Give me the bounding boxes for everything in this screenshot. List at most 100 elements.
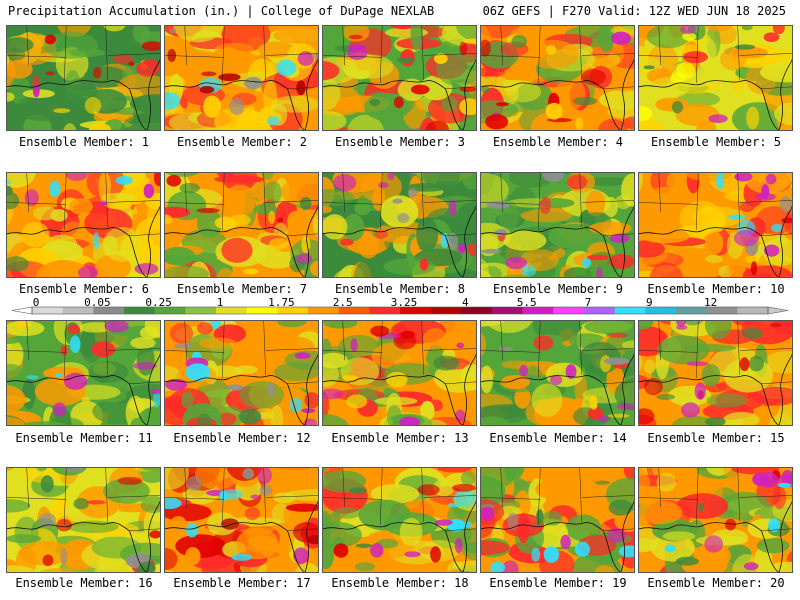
precip-map: [165, 26, 318, 130]
precip-map: [165, 173, 318, 277]
precip-core-blob: [643, 65, 655, 70]
state-borders: [639, 173, 792, 237]
ensemble-map-panel: [638, 25, 793, 131]
precip-core-blob: [259, 484, 273, 497]
coastline: [481, 59, 634, 130]
state-borders: [165, 26, 318, 90]
precip-core-blob: [165, 214, 173, 225]
precip-core-blob: [531, 547, 541, 562]
precip-field-blob: [165, 265, 210, 277]
ensemble-member-label: Ensemble Member: 3: [334, 135, 466, 149]
precip-field-blob: [720, 47, 747, 71]
colorbar-segment: [369, 307, 401, 314]
precip-field-blob: [234, 365, 258, 375]
precip-core-blob: [440, 232, 450, 249]
precip-map: [323, 173, 476, 277]
precip-field-blob: [675, 103, 720, 127]
precip-field-blob: [260, 173, 275, 180]
precip-core-blob: [594, 480, 611, 485]
colorbar-segment: [62, 307, 94, 314]
precip-field-blob: [287, 210, 305, 232]
ensemble-member-label: Ensemble Member: 10: [647, 282, 785, 296]
precip-core-blob: [481, 249, 502, 254]
precip-field-blob: [562, 173, 571, 174]
precip-core-blob: [574, 541, 591, 557]
precip-field-blob: [217, 173, 235, 179]
precip-core-blob: [670, 72, 687, 84]
precip-core-blob: [560, 534, 571, 550]
precip-field-blob: [168, 38, 190, 74]
precip-field-blob: [236, 527, 279, 560]
precip-core-blob: [210, 321, 222, 329]
ensemble-map-panel: [6, 320, 161, 426]
page-title: Precipitation Accumulation (in.) | Colle…: [8, 4, 435, 18]
ensemble-member-label: Ensemble Member: 16: [15, 576, 153, 590]
precip-core-blob: [397, 212, 410, 223]
precip-core-blob: [99, 201, 108, 206]
precip-core-blob: [581, 69, 606, 86]
precip-field-blob: [364, 93, 410, 122]
precip-field-blob: [422, 328, 448, 351]
precip-field-blob: [323, 539, 335, 570]
precip-field-blob: [98, 173, 112, 203]
precip-core-blob: [340, 238, 354, 246]
precip-field-blob: [641, 229, 690, 244]
precip-core-blob: [7, 185, 13, 197]
precip-core-blob: [196, 207, 220, 214]
precip-core-blob: [501, 560, 519, 572]
colorbar-tick-label: 5.5: [516, 296, 537, 309]
precip-field-blob: [332, 507, 361, 519]
ensemble-map-panel: [638, 172, 793, 278]
colorbar-segment: [154, 307, 186, 314]
precip-field-blob: [707, 60, 720, 86]
precip-core-blob: [112, 54, 133, 64]
precip-core-blob: [572, 96, 598, 106]
precip-core-blob: [387, 173, 395, 181]
colorbar-tick-label: 3.25: [390, 296, 418, 309]
colorbar-segment: [461, 307, 493, 314]
precip-field-blob: [323, 321, 358, 329]
precip-field-blob: [584, 321, 634, 335]
precip-map: [7, 173, 160, 277]
precip-core-blob: [533, 335, 554, 351]
precip-core-blob: [545, 45, 557, 55]
precip-core-blob: [296, 253, 313, 265]
precip-field-blob: [672, 415, 715, 425]
precip-core-blob: [55, 372, 63, 378]
ensemble-member-label: Ensemble Member: 13: [331, 431, 469, 445]
precip-field-blob: [545, 362, 584, 387]
coastline: [7, 501, 160, 572]
precip-field-blob: [236, 354, 285, 365]
precip-core-blob: [11, 321, 33, 328]
precip-core-blob: [342, 375, 358, 381]
precip-core-blob: [350, 338, 358, 352]
precip-core-blob: [734, 44, 756, 50]
precip-core-blob: [724, 518, 737, 531]
precip-core-blob: [299, 196, 312, 210]
precip-field-blob: [420, 400, 435, 421]
precip-core-blob: [680, 26, 696, 35]
precip-core-blob: [386, 371, 408, 388]
precip-core-blob: [69, 335, 81, 353]
precip-field-blob: [141, 468, 160, 471]
precip-field-blob: [346, 54, 394, 79]
precip-field-blob: [173, 26, 224, 43]
precip-field-blob: [588, 221, 632, 235]
precip-field-blob: [102, 226, 143, 262]
coastline: [7, 354, 160, 425]
coastline: [7, 59, 160, 130]
colorbar-segment: [645, 307, 677, 314]
precip-core-blob: [186, 476, 203, 491]
precip-core-blob: [741, 26, 753, 31]
precip-core-blob: [779, 196, 792, 212]
precip-field-blob: [244, 506, 261, 521]
precip-field-blob: [354, 562, 376, 572]
precip-core-blob: [462, 38, 476, 44]
precip-field-blob: [165, 246, 196, 266]
precip-core-blob: [150, 388, 160, 395]
precip-field-blob: [646, 187, 685, 207]
precip-core-blob: [410, 84, 430, 95]
precip-map: [639, 173, 792, 277]
precip-core-blob: [565, 364, 577, 379]
precip-core-blob: [179, 182, 200, 194]
